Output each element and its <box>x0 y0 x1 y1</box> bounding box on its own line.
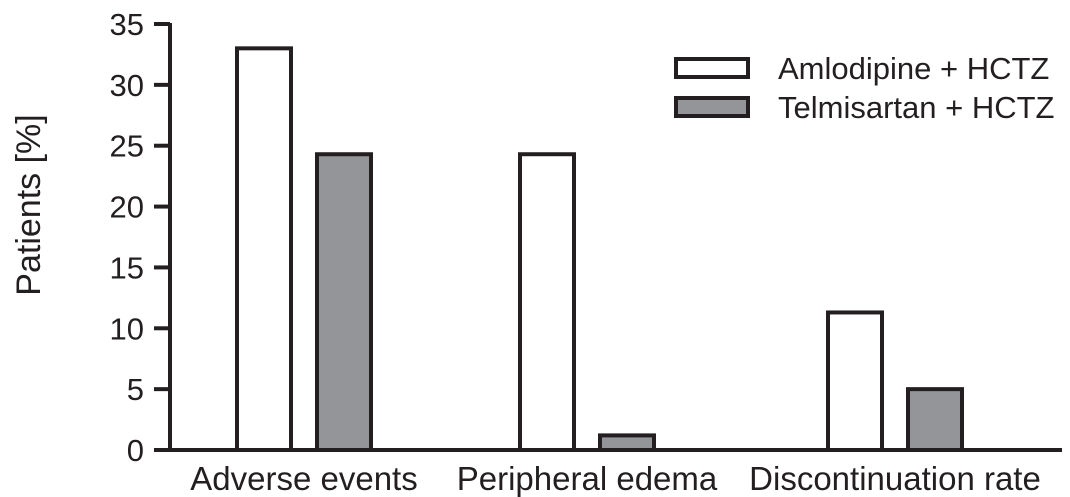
legend-label-1: Amlodipine + HCTZ <box>778 51 1049 86</box>
bar-discontinuation-rate-series-1 <box>826 310 884 452</box>
y-tick-label: 20 <box>110 190 144 225</box>
x-tick-label: Discontinuation rate <box>749 460 1041 497</box>
y-tick-label: 15 <box>110 250 144 285</box>
bar-discontinuation-rate-series-2 <box>906 387 964 452</box>
y-tick-label: 30 <box>110 68 144 103</box>
axes-layer: Adverse events Peripheral edema Discontinu… <box>110 7 1062 497</box>
bars-layer <box>235 46 964 453</box>
legend-swatch-2 <box>674 96 750 118</box>
y-axis-title: Patients [%] <box>10 114 48 295</box>
bar-peripheral-edema-series-1 <box>518 152 576 452</box>
x-tick-label: Adverse events <box>190 460 417 497</box>
y-tick-label: 10 <box>110 311 144 346</box>
legend: Amlodipine + HCTZ Telmisartan + HCTZ <box>674 51 1054 125</box>
y-tick-label: 5 <box>127 372 144 407</box>
legend-label-2: Telmisartan + HCTZ <box>778 90 1054 125</box>
bar-peripheral-edema-series-2 <box>598 433 656 453</box>
y-tick-label: 25 <box>110 129 144 164</box>
bar-adverse-events-series-1 <box>235 46 293 452</box>
y-tick-label: 35 <box>110 7 144 42</box>
bar-adverse-events-series-2 <box>315 152 373 452</box>
x-tick-label: Peripheral edema <box>457 460 718 497</box>
y-tick-label: 0 <box>127 433 144 468</box>
legend-swatch-1 <box>674 57 750 79</box>
